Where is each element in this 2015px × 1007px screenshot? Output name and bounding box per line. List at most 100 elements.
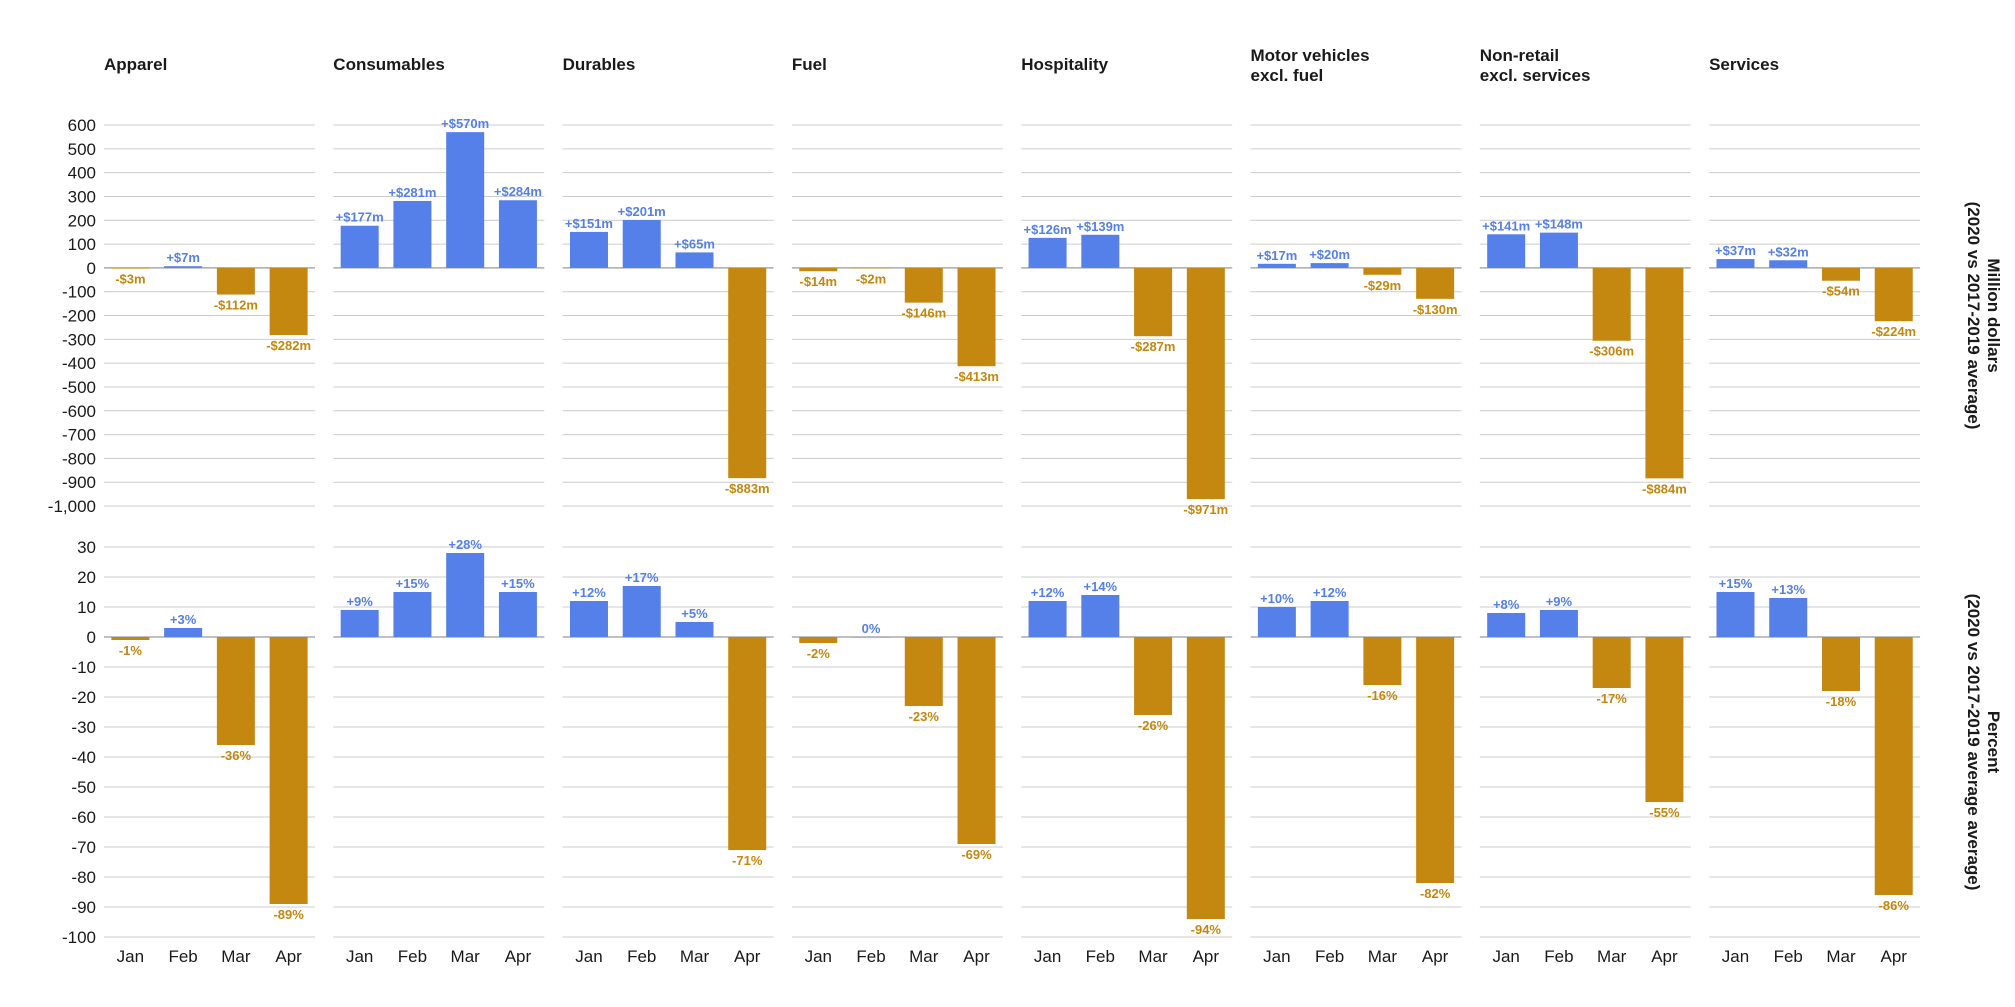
- data-label: +12%: [1313, 585, 1347, 600]
- facet-title: Consumables: [333, 55, 444, 74]
- y-tick-label: 0: [87, 259, 96, 278]
- data-label: -16%: [1367, 688, 1398, 703]
- data-label: +$284m: [494, 184, 542, 199]
- bar: [1716, 259, 1755, 268]
- data-label: +9%: [1546, 594, 1573, 609]
- y-tick-label: -900: [62, 473, 96, 492]
- row-axis-label: Percent(2020 vs 2017-2019 average averag…: [1964, 594, 2003, 891]
- bar: [852, 267, 891, 269]
- x-tick-label: Jan: [805, 947, 832, 966]
- x-tick-label: Apr: [505, 947, 532, 966]
- bar: [1769, 598, 1808, 637]
- bar: [1487, 613, 1526, 637]
- bar: [1257, 263, 1296, 268]
- data-label: -2%: [807, 646, 831, 661]
- facet-title-line: Durables: [563, 55, 636, 74]
- facet-title: Hospitality: [1021, 55, 1108, 74]
- data-label: -18%: [1826, 694, 1857, 709]
- data-label: +$20m: [1309, 247, 1350, 262]
- data-label: +$37m: [1715, 243, 1756, 258]
- data-label: -36%: [221, 748, 252, 763]
- data-label: +17%: [625, 570, 659, 585]
- data-label: -$29m: [1364, 278, 1402, 293]
- data-label: -82%: [1420, 886, 1451, 901]
- row-axis-label-line: (2020 vs 2017-2019 average average): [1964, 594, 1983, 891]
- y-tick-label: -500: [62, 378, 96, 397]
- facet-title: Durables: [563, 55, 636, 74]
- data-label: -94%: [1191, 922, 1222, 937]
- y-tick-label: -300: [62, 330, 96, 349]
- x-tick-label: Mar: [451, 947, 481, 966]
- x-tick-label: Mar: [1826, 947, 1856, 966]
- y-tick-label: 300: [68, 187, 96, 206]
- facet-title-line: Non-retail: [1480, 46, 1559, 65]
- data-label: -$224m: [1871, 324, 1916, 339]
- y-tick-label: 500: [68, 140, 96, 159]
- data-label: -55%: [1649, 805, 1680, 820]
- bar: [957, 267, 996, 367]
- x-tick-label: Mar: [909, 947, 939, 966]
- data-label: +$177m: [336, 210, 384, 225]
- y-tick-label: 10: [77, 598, 96, 617]
- bar: [1592, 637, 1631, 688]
- data-label: +9%: [346, 594, 373, 609]
- y-tick-label: -30: [71, 718, 96, 737]
- data-label: +12%: [1031, 585, 1065, 600]
- data-label: -71%: [732, 853, 763, 868]
- x-tick-label: Jan: [117, 947, 144, 966]
- bar: [340, 610, 379, 637]
- y-tick-label: -10: [71, 658, 96, 677]
- y-tick-label: -600: [62, 402, 96, 421]
- bar: [1363, 267, 1402, 275]
- y-tick-label: 20: [77, 568, 96, 587]
- bar: [1134, 637, 1173, 715]
- facet-title: Motor vehicles excl. fuel: [1251, 46, 1370, 85]
- y-tick-label: -80: [71, 868, 96, 887]
- facet-title: Services: [1709, 55, 1779, 74]
- data-label: -1%: [119, 643, 143, 658]
- data-label: +$139m: [1076, 219, 1124, 234]
- x-tick-label: Mar: [1597, 947, 1627, 966]
- y-tick-label: -800: [62, 449, 96, 468]
- bar: [904, 637, 943, 706]
- x-tick-label: Jan: [1722, 947, 1749, 966]
- bar: [340, 225, 379, 268]
- y-tick-label: -50: [71, 778, 96, 797]
- x-tick-label: Mar: [1368, 947, 1398, 966]
- bar: [622, 220, 661, 268]
- facet-title: Fuel: [792, 55, 827, 74]
- bar: [622, 586, 661, 637]
- bar: [675, 622, 714, 637]
- bar: [1874, 637, 1913, 895]
- x-tick-label: Mar: [680, 947, 710, 966]
- data-label: +5%: [681, 606, 708, 621]
- data-label: +$151m: [565, 216, 613, 231]
- y-tick-label: 0: [87, 628, 96, 647]
- y-tick-label: -40: [71, 748, 96, 767]
- data-label: -$287m: [1131, 339, 1176, 354]
- bar: [446, 132, 485, 268]
- row-axis-label-line: Percent: [1984, 711, 2003, 774]
- facet-title-line: excl. services: [1480, 66, 1591, 85]
- x-tick-label: Feb: [398, 947, 427, 966]
- bar: [1363, 637, 1402, 685]
- data-label: +28%: [448, 537, 482, 552]
- facet-title-line: Fuel: [792, 55, 827, 74]
- bar: [1645, 637, 1684, 802]
- bar: [1416, 267, 1455, 299]
- data-label: +$148m: [1535, 217, 1583, 232]
- data-label: -26%: [1138, 718, 1169, 733]
- data-label: +14%: [1084, 579, 1118, 594]
- bar: [1645, 267, 1684, 479]
- data-label: 0%: [862, 621, 881, 636]
- x-tick-label: Jan: [1492, 947, 1519, 966]
- bar: [498, 200, 537, 268]
- x-tick-label: Jan: [346, 947, 373, 966]
- y-tick-label: 400: [68, 164, 96, 183]
- bar: [1592, 267, 1631, 341]
- row-axis-label-line: Million dollars: [1984, 258, 2003, 372]
- data-label: +$281m: [388, 185, 436, 200]
- row-axis-label-line: (2020 vs 2017-2019 average): [1964, 202, 1983, 430]
- x-tick-label: Apr: [275, 947, 302, 966]
- bar: [569, 231, 608, 268]
